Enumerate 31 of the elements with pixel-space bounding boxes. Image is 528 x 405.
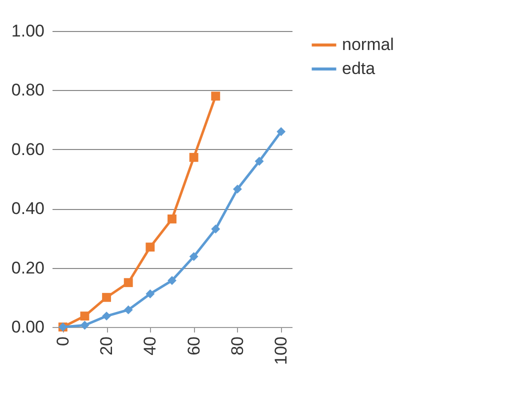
point (124, 305, 133, 314)
legend-label: edta (342, 59, 376, 78)
point (102, 312, 112, 321)
point (189, 252, 198, 262)
point (211, 224, 220, 234)
point (211, 92, 220, 101)
x-tick-label: 40 (140, 336, 160, 356)
y-tick-label: 0.60 (11, 140, 44, 159)
point (80, 312, 90, 321)
point (80, 320, 90, 330)
point (146, 289, 155, 298)
x-tick-label: 80 (228, 336, 247, 356)
point (146, 242, 155, 252)
point (168, 276, 176, 285)
y-tick-label: 0.80 (11, 80, 44, 100)
point (102, 292, 112, 302)
point (254, 156, 264, 166)
point (232, 184, 242, 194)
x-tick-label: 100 (272, 336, 291, 365)
y-tick-label: 0.20 (11, 258, 44, 278)
point (124, 278, 133, 288)
x-tick-label: 20 (97, 336, 116, 356)
point (168, 214, 176, 224)
x-tick-label: 0 (53, 336, 72, 346)
y-tick-label: 0.40 (11, 199, 44, 218)
y-tick-label: 0.00 (11, 318, 44, 336)
x-tick-label: 60 (184, 336, 204, 356)
point (189, 152, 198, 162)
y-tick-label: 1.00 (11, 22, 44, 40)
legend-label: normal (342, 35, 394, 54)
point (276, 127, 286, 136)
